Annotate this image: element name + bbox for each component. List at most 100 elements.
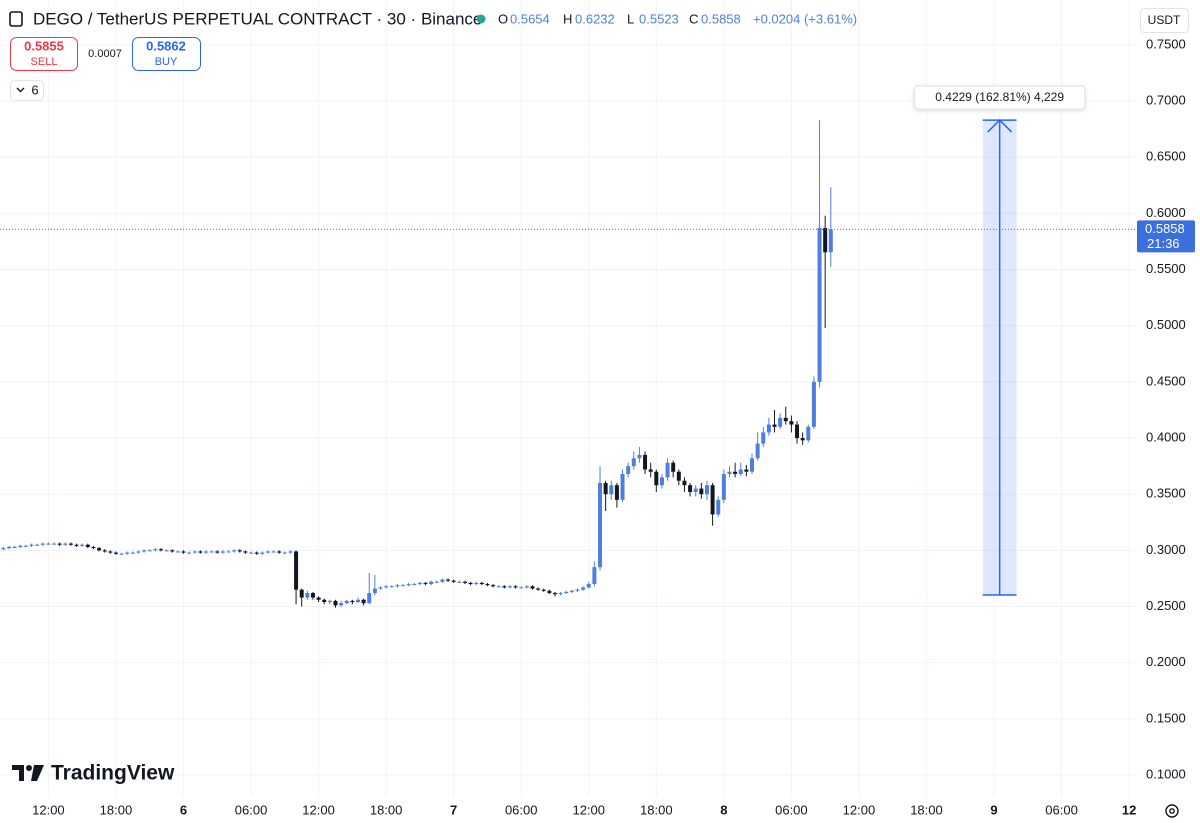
y-tick-label: 0.1500: [1146, 710, 1186, 725]
currency: USDT: [1148, 13, 1181, 27]
candle-body: [659, 477, 664, 486]
candle-body: [536, 588, 541, 590]
y-tick-label: 0.7500: [1146, 36, 1186, 51]
candle-body: [451, 580, 456, 582]
candle-body: [226, 551, 231, 553]
candle-body: [496, 586, 501, 588]
candle-body: [316, 597, 321, 600]
candle-body: [710, 485, 715, 515]
x-tick-label: 12:00: [302, 802, 335, 817]
settings-icon[interactable]: [1165, 804, 1179, 818]
candle-body: [558, 593, 563, 595]
candle-body: [778, 417, 783, 427]
candle-body: [631, 458, 636, 467]
candle-body: [80, 544, 85, 546]
measure-label: 0.4229 (162.81%) 4,229: [935, 90, 1064, 104]
candle-body: [1, 548, 6, 550]
y-tick-label: 0.6500: [1146, 149, 1186, 164]
x-tick-label: 18:00: [910, 802, 943, 817]
candle-body: [192, 551, 197, 553]
sell-price: 0.5855: [24, 38, 64, 53]
candle-body: [52, 543, 57, 545]
y-tick-label: 0.4000: [1146, 429, 1186, 444]
candle-body: [102, 550, 107, 552]
candle-body: [744, 469, 749, 472]
candle-body: [401, 585, 406, 587]
candle-body: [783, 417, 788, 422]
candle-body: [643, 454, 648, 470]
indicator-toggle[interactable]: [10, 80, 44, 101]
measure-label-box: [914, 85, 1086, 110]
buy-price: 0.5862: [146, 38, 186, 53]
candle-body: [434, 581, 439, 583]
candle-body: [288, 551, 293, 553]
candle-body: [693, 488, 698, 492]
candle-body: [113, 552, 118, 554]
y-tick-label: 0.4500: [1146, 373, 1186, 388]
last-price-label: 0.5858: [1145, 221, 1185, 236]
x-tick-label: 06:00: [505, 802, 538, 817]
candle-body: [63, 543, 68, 545]
candle-body: [339, 603, 344, 606]
candle-body: [249, 552, 254, 554]
y-tick-label: 0.6000: [1146, 205, 1186, 220]
buy-button[interactable]: [132, 37, 201, 71]
candle-body: [682, 480, 687, 486]
candle-body: [46, 543, 51, 545]
indicator-count: 6: [31, 82, 38, 97]
candle-body: [35, 544, 40, 546]
sell-label: SELL: [31, 56, 58, 68]
candle-body: [12, 546, 17, 548]
candle-body: [575, 589, 580, 591]
candle-body: [322, 599, 327, 603]
candle-body: [547, 590, 552, 594]
candle-body: [294, 551, 299, 590]
candle-body: [429, 581, 434, 585]
candle-body: [603, 482, 608, 495]
candle-body: [671, 462, 676, 472]
candle-body: [738, 469, 743, 474]
candle-body: [665, 462, 670, 478]
candle-body: [586, 584, 591, 588]
candle-body: [688, 485, 693, 492]
x-tick-label: 12:00: [32, 802, 65, 817]
candle-body: [74, 544, 79, 546]
candle-body: [142, 550, 147, 552]
candle-body: [108, 551, 113, 553]
candle-body: [333, 600, 338, 606]
candle-body: [727, 471, 732, 474]
candle-body: [395, 585, 400, 587]
candle-body: [654, 471, 659, 486]
candle-body: [446, 579, 451, 581]
legend-key: C: [689, 11, 698, 26]
candle-body: [260, 552, 265, 554]
candle-body: [209, 551, 214, 553]
brand-name: TradingView: [51, 762, 175, 785]
candle-body: [215, 551, 220, 553]
legend-key: O: [498, 11, 508, 26]
candle-body: [355, 599, 360, 603]
y-tick-label: 0.5000: [1146, 317, 1186, 332]
candle-body: [158, 549, 163, 551]
candle-body: [479, 582, 484, 585]
candle-body: [164, 550, 169, 552]
candle-body: [704, 485, 709, 495]
candle-body: [761, 432, 766, 444]
candle-body: [344, 600, 349, 604]
countdown: 21:36: [1147, 236, 1180, 251]
chevron: [16, 87, 25, 93]
candle-body: [220, 551, 225, 553]
plot: [0, 119, 1137, 608]
candle-body: [327, 600, 332, 603]
candle-body: [530, 586, 535, 589]
candle-body: [592, 567, 597, 585]
sell-button[interactable]: [10, 37, 78, 71]
candle-body: [620, 473, 625, 500]
x-tick-label: 7: [450, 802, 457, 817]
candle-body: [811, 381, 816, 427]
candle-body: [817, 228, 822, 382]
currency-button[interactable]: [1140, 8, 1189, 33]
candle-body: [423, 582, 428, 585]
legend-value: 0.6232: [575, 11, 615, 26]
legend-value: 0.5654: [510, 11, 550, 26]
